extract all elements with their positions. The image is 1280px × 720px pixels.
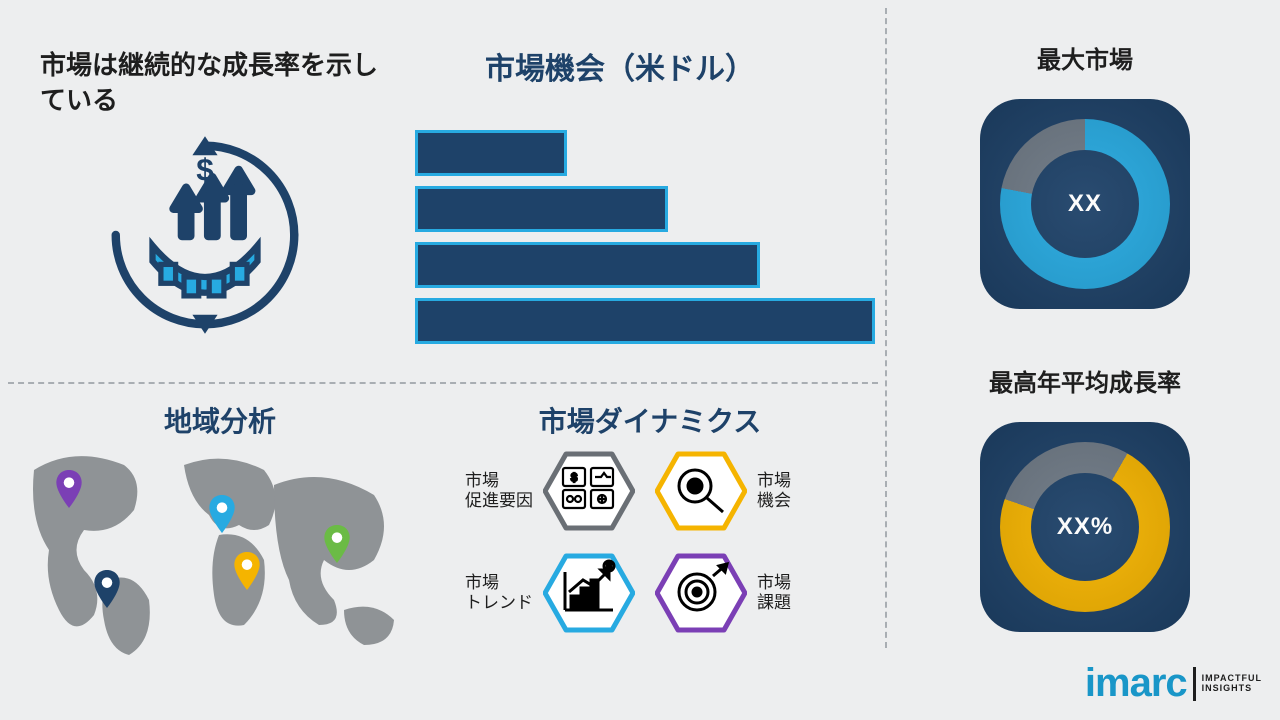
logo-wordmark: imarc (1085, 661, 1187, 706)
brand-logo: imarc IMPACTFULINSIGHTS (1085, 661, 1262, 706)
horizontal-divider (8, 382, 878, 384)
donut-center-text: XX (1031, 150, 1139, 258)
donut-tile: XX (980, 99, 1190, 309)
vertical-divider (885, 8, 887, 648)
donut-ring: XX (1000, 119, 1170, 289)
growth-title: 市場は継続的な成長率を示している (40, 48, 390, 118)
svg-text:$: $ (571, 472, 577, 484)
svg-text:$: $ (692, 482, 698, 493)
logo-divider (1193, 667, 1196, 701)
right-column: 最大市場 XX 最高年平均成長率 XX% (905, 40, 1265, 632)
dynamics-label: 市場 課題 (757, 573, 791, 614)
dynamics-item: $ 市場 機会 (655, 450, 870, 532)
dynamics-item: 市場 課題 (655, 552, 870, 634)
bar (415, 186, 668, 232)
dynamics-label: 市場 促進要因 (465, 471, 533, 512)
map-pin-icon (324, 525, 350, 563)
logo-tagline: IMPACTFULINSIGHTS (1202, 674, 1262, 694)
dynamics-label: 市場 機会 (757, 471, 791, 512)
map-pin-icon (209, 495, 235, 533)
map-pin-icon (56, 470, 82, 508)
dynamics-item: 市場 トレンド $ (420, 552, 635, 634)
dynamics-title: 市場ダイナミクス (440, 400, 860, 440)
donut-center-text: XX% (1031, 473, 1139, 581)
map-pin-icon (234, 552, 260, 590)
bar (415, 242, 760, 288)
bar (415, 130, 567, 176)
growth-icon: $ (100, 130, 310, 340)
hexagon-icon: $ (543, 450, 635, 532)
bar (415, 298, 875, 344)
hexagon-icon (655, 552, 747, 634)
dynamics-label: 市場 トレンド (465, 573, 533, 614)
region-title: 地域分析 (70, 400, 370, 440)
bar-chart-title: 市場機会（米ドル） (400, 44, 840, 88)
donut-ring: XX% (1000, 442, 1170, 612)
map-pin-icon (94, 570, 120, 608)
hexagon-icon: $ (655, 450, 747, 532)
dynamics-grid: 市場 促進要因 $ $ 市場 機会市場 トレンド $ 市場 課題 (420, 450, 870, 634)
donut-tile: XX% (980, 422, 1190, 632)
hexagon-icon: $ (543, 552, 635, 634)
donut-caption: 最大市場 (1037, 40, 1133, 75)
donut-caption: 最高年平均成長率 (989, 363, 1181, 398)
dynamics-item: 市場 促進要因 $ (420, 450, 635, 532)
svg-text:$: $ (607, 562, 612, 571)
bar-chart (415, 130, 875, 344)
